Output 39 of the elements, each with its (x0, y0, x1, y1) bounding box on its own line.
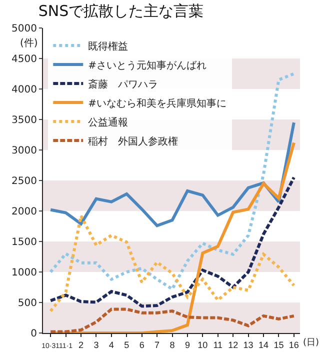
line-series (49, 308, 296, 333)
y-tick-label: 1000 (12, 268, 37, 278)
x-tick-label: 11 (213, 340, 223, 350)
y-tick-label: 2000 (12, 206, 37, 218)
x-tick-label: 10 (198, 340, 208, 350)
line-series (49, 214, 296, 313)
y-tick-label: 3000 (12, 146, 37, 156)
chart-title: SNSで拡散した主な言葉 (38, 2, 204, 20)
line-series (49, 72, 296, 291)
y-tick-label: 2500 (12, 176, 37, 187)
legend-label: 公益通報 (88, 116, 128, 128)
x-tick-label: 8 (170, 340, 175, 350)
x-tick-label: 12 (228, 340, 238, 350)
legend-label: 既得権益 (88, 40, 128, 52)
x-tick-label: 13 (243, 340, 254, 350)
x-tick-label: 5 (124, 340, 130, 350)
legend-label: 斎藤 パワハラ (88, 78, 158, 90)
x-tick-label: 6 (139, 340, 144, 350)
x-tick-label: 14 (258, 340, 269, 350)
x-tick-label: 7 (154, 340, 160, 350)
line-series (49, 176, 296, 308)
y-tick-label: 3500 (12, 115, 37, 126)
y-tick-label: 500 (18, 298, 37, 309)
legend-label: #さいとう元知事がんばれ (88, 59, 207, 72)
x-tick-label: 15 (274, 340, 284, 350)
y-tick-label: 1500 (12, 237, 37, 248)
y-tick-label: 0 (30, 328, 37, 340)
y-axis-title: (件) (20, 38, 38, 49)
y-tick-label: 5000 (12, 24, 37, 34)
y-tick-label: 4500 (12, 54, 37, 65)
legend-label: #いなむら和美を兵庫県知事に (88, 97, 227, 110)
x-tick-label: 9 (184, 340, 190, 350)
x-tick-label: 16 (288, 340, 299, 350)
x-axis-title: (日) (303, 338, 320, 348)
x-tick-label: 3 (94, 340, 99, 350)
x-tick-label: 2 (78, 340, 84, 350)
legend-label: 稲村 外国人参政権 (88, 135, 178, 148)
x-tick-label: 4 (108, 340, 114, 350)
y-tick-label: 4000 (12, 84, 37, 96)
